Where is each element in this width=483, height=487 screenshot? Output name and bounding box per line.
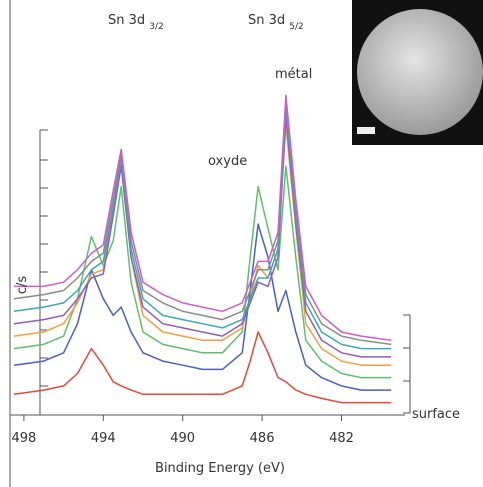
- spectrum-line: [13, 115, 392, 358]
- spectrum-line: [13, 107, 392, 350]
- annotation: oxyde: [208, 154, 247, 169]
- spectrum-line: [14, 94, 392, 342]
- spectrum-line: [13, 123, 392, 366]
- x-tick-label: 494: [91, 431, 116, 446]
- inset-scale-bar: [357, 127, 375, 134]
- inset-disc: [357, 9, 483, 135]
- depth-bracket: [403, 314, 411, 414]
- spectrum-line: [13, 165, 392, 379]
- spectrum-line: [13, 98, 392, 346]
- annotation: métal: [275, 67, 312, 82]
- spectrum-line: [13, 223, 392, 391]
- spectrum-line: [13, 331, 392, 404]
- x-tick-label: 498: [11, 431, 36, 446]
- y-axis-label: c/s: [15, 276, 30, 295]
- x-tick-label: 490: [170, 431, 195, 446]
- annotation: surface: [412, 407, 460, 422]
- x-tick-label: 482: [329, 431, 354, 446]
- x-axis-label: Binding Energy (eV): [155, 461, 285, 476]
- peak-label: Sn 3d 5/2: [248, 13, 304, 32]
- peak-label: Sn 3d 3/2: [108, 13, 164, 32]
- x-tick-label: 486: [250, 431, 275, 446]
- left-ticks: [39, 129, 48, 415]
- series-layer: [13, 94, 392, 404]
